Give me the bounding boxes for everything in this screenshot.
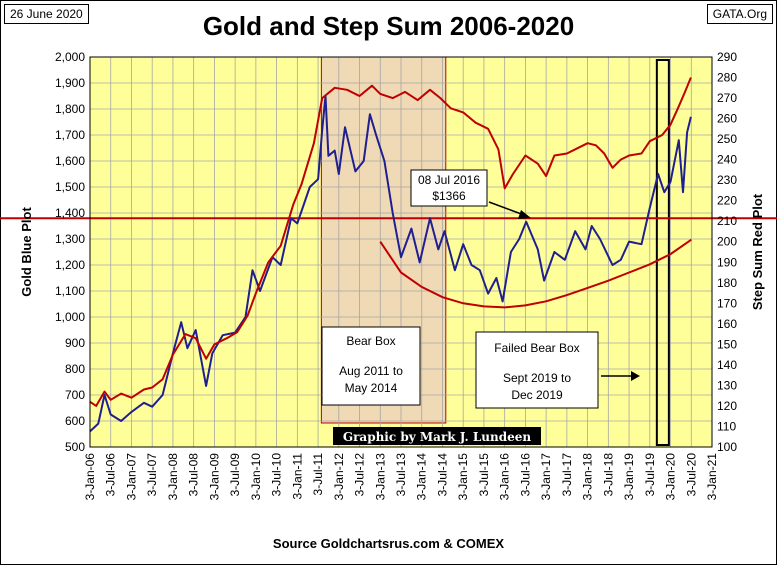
x-tick-label: 3-Jan-21 xyxy=(705,453,719,501)
y-right-tick-label: 240 xyxy=(717,153,737,167)
x-tick-label: 3-Jan-19 xyxy=(622,453,636,501)
x-tick-label: 3-Jan-20 xyxy=(664,453,678,501)
y-left-tick-label: 1,100 xyxy=(55,284,85,298)
x-tick-label: 3-Jul-19 xyxy=(643,453,657,497)
x-tick-label: 3-Jan-08 xyxy=(166,453,180,501)
y-right-tick-label: 160 xyxy=(717,317,737,331)
x-tick-label: 3-Jul-08 xyxy=(187,453,201,497)
failed-bear-box-outline xyxy=(655,59,670,446)
y-left-tick-label: 900 xyxy=(65,336,85,350)
failed-bear-box-label-box xyxy=(475,331,599,409)
x-tick-label: 3-Jan-14 xyxy=(415,453,429,501)
y-right-tick-label: 120 xyxy=(717,399,737,413)
callout-box xyxy=(410,169,488,207)
y-left-tick-label: 600 xyxy=(65,414,85,428)
y-right-tick-label: 140 xyxy=(717,358,737,372)
x-tick-label: 3-Jul-10 xyxy=(270,453,284,497)
x-tick-label: 3-Jan-16 xyxy=(498,453,512,501)
axes: 500 600 700 800 900 1,000 1,100 1,200 1,300 1,400… xyxy=(19,50,765,500)
chart-title: Gold and Step Sum 2006-2020 xyxy=(202,11,575,41)
failed-bear-box-arrowhead xyxy=(631,371,640,381)
y-right-tick-label: 200 xyxy=(717,235,737,249)
y-left-tick-label: 800 xyxy=(65,362,85,376)
y-left-tick-label: 1,300 xyxy=(55,232,85,246)
x-tick-label: 3-Jan-18 xyxy=(581,453,595,501)
y-right-tick-label: 190 xyxy=(717,255,737,269)
y-right-tick-label: 230 xyxy=(717,173,737,187)
x-tick-label: 3-Jan-12 xyxy=(332,453,346,501)
bear-box-label-box xyxy=(321,326,421,406)
series xyxy=(89,77,692,433)
callout-price: $1366 xyxy=(432,189,466,203)
y-right-tick-label: 250 xyxy=(717,132,737,146)
y-right-tick-label: 180 xyxy=(717,276,737,290)
x-tick-label: 3-Jan-11 xyxy=(290,453,304,500)
y-right-tick-label: 210 xyxy=(717,214,737,228)
y-right-tick-label: 280 xyxy=(717,71,737,85)
x-tick-label: 3-Jul-11 xyxy=(311,453,325,496)
x-tick-label: 3-Jul-09 xyxy=(228,453,242,497)
x-tick-label: 3-Jan-09 xyxy=(207,453,221,501)
x-tick-label: 3-Jul-16 xyxy=(518,453,532,497)
x-tick-label: 3-Jan-06 xyxy=(83,453,97,501)
x-tick-label: 3-Jan-17 xyxy=(539,453,553,501)
bear-box-label-line: May 2014 xyxy=(345,381,398,395)
y-left-axis-label: Gold Blue Plot xyxy=(19,207,34,297)
failed-bear-box-region xyxy=(655,59,670,446)
x-tick-label: 3-Jul-06 xyxy=(104,453,118,497)
credit-text: Graphic by Mark J. Lundeen xyxy=(343,430,532,444)
y-left-tick-label: 1,900 xyxy=(55,76,85,90)
x-tick-label: 3-Jul-07 xyxy=(145,453,159,497)
y-left-tick-label: 2,000 xyxy=(55,50,85,64)
y-left-tick-label: 1,800 xyxy=(55,102,85,116)
y-right-tick-label: 130 xyxy=(717,378,737,392)
y-right-tick-label: 100 xyxy=(717,440,737,454)
y-left-tick-label: 1,000 xyxy=(55,310,85,324)
y-right-tick-label: 110 xyxy=(717,419,736,433)
bear-box-label-line: Bear Box xyxy=(346,334,395,348)
bear-box-label-line: Aug 2011 to xyxy=(339,364,403,378)
plot-border xyxy=(89,56,713,448)
x-tick-label: 3-Jan-13 xyxy=(373,453,387,501)
y-left-tick-label: 1,700 xyxy=(55,128,85,142)
x-tick-label: 3-Jul-17 xyxy=(560,453,574,497)
step-sum-series-line xyxy=(89,77,692,407)
x-tick-label: 3-Jul-18 xyxy=(601,453,615,497)
y-left-tick-label: 700 xyxy=(65,388,85,402)
x-tick-label: 3-Jan-15 xyxy=(456,453,470,501)
failed-bear-box-label-line: Sept 2019 to xyxy=(503,371,571,385)
y-left-tick-label: 1,400 xyxy=(55,206,85,220)
y-right-tick-label: 270 xyxy=(717,91,737,105)
site-box: GATA.Org xyxy=(706,4,773,24)
source-footer: Source Goldchartsrus.com & COMEX xyxy=(272,536,505,551)
date-box: 26 June 2020 xyxy=(4,4,89,24)
x-tick-label: 3-Jul-15 xyxy=(477,453,491,497)
y-right-tick-label: 220 xyxy=(717,194,737,208)
x-tick-label: 3-Jul-13 xyxy=(394,453,408,497)
y-left-tick-label: 500 xyxy=(65,440,85,454)
x-tick-label: 3-Jul-14 xyxy=(435,453,449,497)
x-tick-label: 3-Jul-12 xyxy=(353,453,367,497)
x-tick-label: 3-Jul-20 xyxy=(684,453,698,497)
y-left-tick-label: 1,500 xyxy=(55,180,85,194)
callout-arrowhead xyxy=(518,210,531,219)
y-left-tick-label: 1,600 xyxy=(55,154,85,168)
y-right-tick-label: 170 xyxy=(717,296,737,310)
y-right-tick-label: 260 xyxy=(717,112,737,126)
x-tick-label: 3-Jan-10 xyxy=(249,453,263,501)
callout-arrow xyxy=(488,201,525,216)
y-right-tick-label: 150 xyxy=(717,337,737,351)
gold-series-line xyxy=(89,95,692,433)
y-right-tick-label: 290 xyxy=(717,50,737,64)
y-left-tick-label: 1,200 xyxy=(55,258,85,272)
failed-bear-box-label-line: Failed Bear Box xyxy=(494,341,579,355)
annotations: Bear Box Aug 2011 to May 2014 Failed Bear B… xyxy=(321,169,640,445)
credit-banner xyxy=(333,427,541,445)
callout-date: 08 Jul 2016 xyxy=(418,173,480,187)
failed-bear-box-label-line: Dec 2019 xyxy=(511,388,563,402)
x-tick-label: 3-Jan-07 xyxy=(124,453,138,501)
y-right-axis-label: Step Sum Red Plot xyxy=(750,193,765,310)
trend-curve-line xyxy=(379,238,692,309)
